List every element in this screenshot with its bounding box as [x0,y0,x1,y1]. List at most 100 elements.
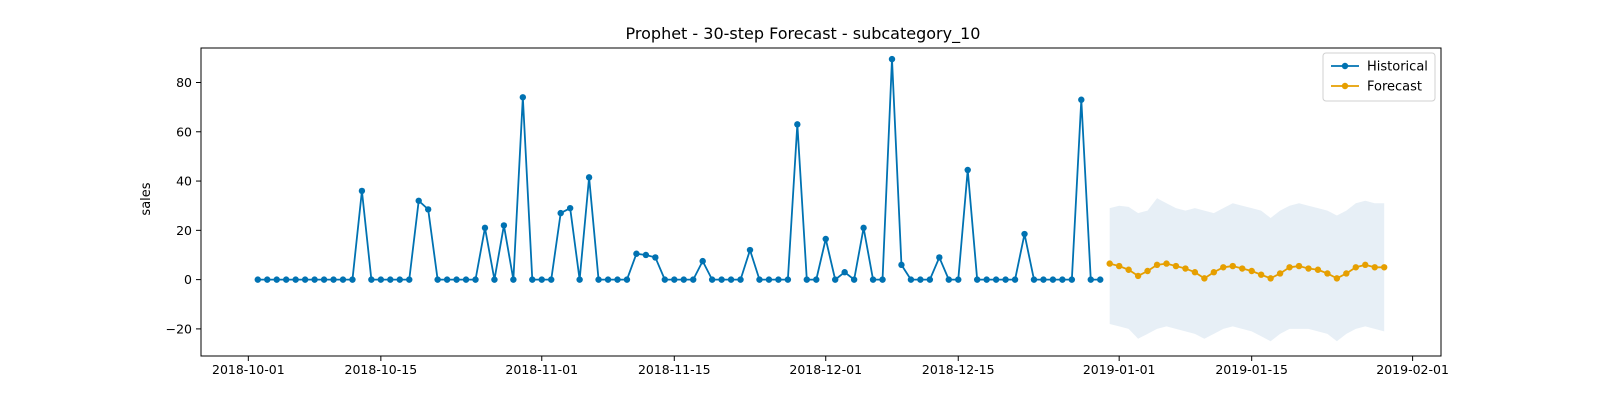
forecast-point [1305,265,1312,272]
historical-series [254,55,1104,283]
y-axis-label: sales [139,182,154,215]
x-tick-label: 2018-10-01 [212,362,285,377]
forecast-point [1371,264,1378,271]
forecast-series [1106,260,1388,282]
y-tick-label: 0 [184,272,192,287]
historical-point [415,197,422,204]
legend-box [1322,52,1436,102]
historical-point [680,276,687,283]
historical-point [642,251,650,259]
historical-point [595,276,602,283]
historical-point [320,276,328,283]
historical-point [973,276,981,283]
historical-point [548,276,555,283]
historical-point [983,276,990,283]
historical-point [282,276,290,283]
x-tick-label: 2019-02-01 [1376,362,1449,377]
historical-point [311,276,318,283]
forecast-point [1333,275,1341,282]
historical-point [690,276,697,283]
historical-point [888,55,896,63]
forecast-point [1134,272,1142,280]
forecast-point [1362,261,1369,269]
historical-point [1002,276,1009,283]
forecast-point [1106,260,1113,267]
historical-point [349,276,356,283]
historical-point [964,166,971,174]
forecast-point [1163,260,1170,267]
historical-point [434,276,441,283]
historical-point [585,174,593,181]
historical-point [368,276,375,283]
historical-point [453,276,460,283]
forecast-point [1248,267,1255,275]
historical-point [860,224,867,232]
chart-title: Prophet - 30-step Forecast - subcategory… [626,24,981,44]
historical-point [604,276,612,283]
historical-point [794,121,801,128]
historical-point [472,276,479,283]
historical-point [339,276,347,283]
historical-point [481,224,489,232]
forecast-point [1257,271,1265,278]
historical-point [879,276,886,283]
historical-point [1078,96,1085,103]
historical-point [377,276,385,283]
x-tick-label: 2018-11-15 [638,362,711,377]
historical-point [955,276,962,283]
historical-point [926,276,934,283]
historical-point [907,276,915,283]
historical-point [936,254,943,261]
forecast-point [1324,270,1331,277]
forecast-point [1352,264,1360,271]
historical-point [917,276,924,283]
historical-point [510,276,517,283]
forecast-point [1286,264,1293,271]
historical-point [292,276,299,283]
historical-point [443,276,451,283]
historical-point [765,276,773,283]
forecast-point [1314,266,1322,273]
legend: Historical Forecast [1322,52,1436,102]
forecast-point [1172,262,1180,270]
historical-point [396,276,403,283]
legend-label: Forecast [1367,80,1422,95]
historical-point [756,276,763,283]
historical-point [633,250,640,257]
forecast-point [1295,262,1303,270]
forecast-point [1239,265,1246,272]
forecast-point [1381,264,1388,271]
historical-point [992,276,1000,283]
forecast-point [1191,269,1199,276]
historical-point [671,276,678,283]
forecast-point [1153,261,1161,269]
legend-label: Historical [1367,60,1428,75]
historical-point [254,276,261,283]
historical-point [387,276,394,283]
forecast-point [1220,264,1227,271]
forecast-point [1182,265,1189,272]
forecast-point [1343,270,1350,277]
historical-point [775,276,782,283]
historical-point [784,276,792,283]
forecast-point [1276,270,1284,277]
y-tick-label: 40 [176,174,192,189]
historical-point [822,235,829,243]
historical-point [869,276,877,283]
historical-point [1068,276,1076,283]
x-tick-label: 2019-01-15 [1215,362,1288,377]
historical-point [699,257,706,265]
y-tick-label: 80 [176,75,192,90]
historical-point [841,269,848,276]
historical-point [491,276,498,283]
historical-point [1049,276,1057,283]
historical-point [614,276,621,283]
legend-swatch-marker [1341,62,1349,70]
forecast-point [1267,275,1274,282]
historical-point [813,276,820,283]
historical-point [1021,230,1028,238]
historical-point [264,276,271,283]
y-tick-label: 20 [176,223,192,238]
historical-point [1011,276,1019,283]
